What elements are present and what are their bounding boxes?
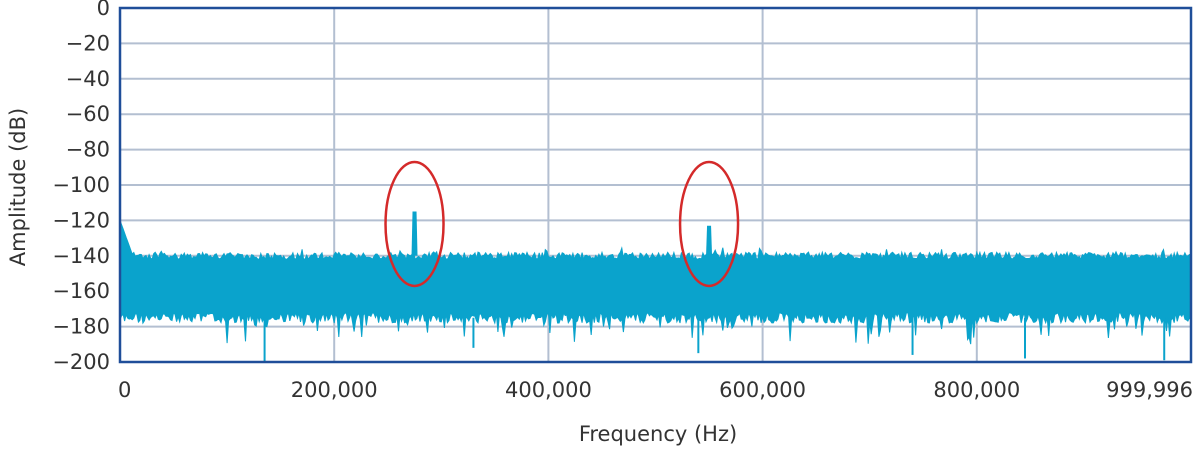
x-tick-label: 800,000	[933, 378, 1020, 402]
highlight-ellipse	[384, 160, 445, 288]
y-tick-label: −160	[52, 279, 110, 303]
y-tick-label: −40	[66, 67, 110, 91]
plot-axes	[118, 6, 1193, 364]
annotations	[384, 160, 740, 288]
x-tick-label: 999,996	[1106, 378, 1193, 402]
signal-spike	[411, 211, 418, 256]
x-tick-label: 400,000	[505, 378, 592, 402]
y-tick-label: −180	[52, 315, 110, 339]
y-tick-label: −60	[66, 102, 110, 126]
x-axis-title: Frequency (Hz)	[579, 422, 737, 446]
y-tick-label: −200	[52, 350, 110, 374]
y-tick-label: −120	[52, 208, 110, 232]
y-tick-label: −20	[66, 31, 110, 55]
y-tick-label: −100	[52, 173, 110, 197]
signal-series	[119, 211, 1192, 362]
highlight-ellipse	[678, 160, 740, 288]
x-tick-label: 200,000	[291, 378, 378, 402]
y-tick-label: −80	[66, 138, 110, 162]
noise-floor-area	[119, 220, 1192, 345]
x-tick-labels: 0 200,000 400,000 600,000 800,000 999,996	[118, 378, 1193, 402]
y-tick-labels: 0 −20 −40 −60 −80 −100 −120 −140 −160 −180 −200	[52, 0, 110, 374]
y-axis-title: Amplitude (dB)	[6, 108, 30, 266]
plot-border	[118, 6, 1193, 364]
y-tick-label: −140	[52, 244, 110, 268]
y-tick-label: 0	[97, 0, 110, 20]
signal-spike	[706, 225, 713, 256]
x-tick-label: 600,000	[719, 378, 806, 402]
x-tick-label: 0	[118, 378, 131, 402]
